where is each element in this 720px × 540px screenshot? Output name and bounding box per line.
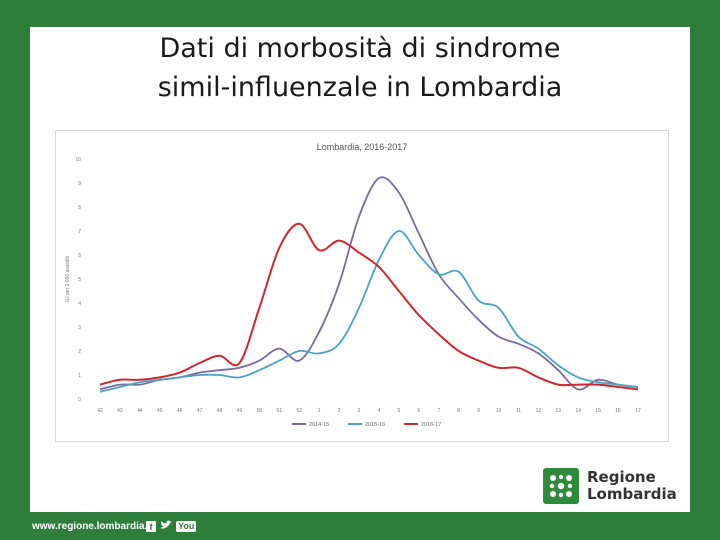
series-line-2014-15: [99, 176, 639, 391]
footer-bar: www.regione.lombardia.it f You: [0, 512, 720, 540]
youtube-icon[interactable]: You: [176, 520, 197, 532]
y-tick-label: 9: [78, 181, 81, 187]
x-tick-label: 45: [157, 408, 163, 414]
x-tick-label: 14: [575, 408, 581, 414]
x-tick-label: 51: [277, 408, 283, 414]
x-tick-label: 4: [378, 408, 381, 414]
x-tick-label: 16: [615, 408, 621, 414]
x-tick-label: 6: [417, 408, 420, 414]
x-tick-label: 12: [536, 408, 542, 414]
x-tick-label: 15: [595, 408, 601, 414]
y-tick-label: 7: [78, 229, 81, 235]
x-tick-label: 3: [358, 408, 361, 414]
x-tick-label: 1: [318, 408, 321, 414]
legend-label: 2014-15: [309, 422, 329, 428]
regione-lombardia-logo: Regione Lombardia: [543, 465, 678, 507]
twitter-icon[interactable]: [160, 520, 172, 532]
y-tick-label: 1: [78, 373, 81, 379]
chart-title: Lombardia, 2016-2017: [317, 142, 408, 152]
x-tick-label: 50: [257, 408, 263, 414]
y-axis-label: ILI per 1.000 assistiti: [65, 256, 71, 302]
legend-label: 2016-17: [421, 422, 441, 428]
y-tick-label: 4: [78, 301, 81, 307]
social-icons: f You: [146, 520, 197, 532]
y-tick-label: 3: [78, 325, 81, 331]
chart-container: Lombardia, 2016-2017 0 1 2 3 4 5 6 7 8 9 10 ILI per …: [55, 130, 669, 442]
y-tick-label: 0: [78, 397, 81, 403]
slide-title-line-2: simil-influenzale in Lombardia: [157, 72, 563, 103]
slide: Dati di morbosità di sindrome simil-infl…: [30, 27, 690, 512]
x-tick-label: 13: [556, 408, 562, 414]
rosa-camuna-icon: [543, 468, 579, 504]
footer-url-link[interactable]: www.regione.lombardia.it: [32, 521, 154, 532]
x-tick-label: 10: [496, 408, 502, 414]
x-tick-label: 49: [237, 408, 243, 414]
x-tick-label: 42: [97, 408, 103, 414]
logo-text: Regione Lombardia: [587, 469, 677, 503]
x-tick-label: 47: [197, 408, 203, 414]
y-tick-label: 10: [75, 157, 81, 163]
y-tick-label: 8: [78, 205, 81, 211]
logo-line-2: Lombardia: [587, 485, 677, 503]
slide-title: Dati di morbosità di sindrome simil-infl…: [30, 29, 690, 107]
x-tick-label: 46: [177, 408, 183, 414]
x-tick-label: 44: [137, 408, 143, 414]
legend-label: 2015-16: [365, 422, 385, 428]
x-tick-label: 11: [516, 408, 521, 414]
logo-line-1: Regione: [587, 468, 656, 486]
series-line-2015-16: [99, 230, 639, 393]
y-tick-label: 2: [78, 349, 81, 355]
x-tick-label: 7: [437, 408, 440, 414]
y-tick-label: 5: [78, 277, 81, 283]
x-tick-label: 8: [457, 408, 460, 414]
x-tick-label: 52: [296, 408, 302, 414]
x-tick-label: 2: [338, 408, 341, 414]
x-tick-label: 9: [477, 408, 480, 414]
y-tick-label: 6: [78, 253, 81, 259]
slide-title-line-1: Dati di morbosità di sindrome: [159, 33, 561, 64]
facebook-icon[interactable]: f: [146, 520, 156, 532]
x-tick-label: 5: [397, 408, 400, 414]
series-line-2016-17: [99, 222, 639, 391]
x-tick-label: 48: [217, 408, 223, 414]
x-tick-label: 43: [117, 408, 123, 414]
x-tick-label: 17: [635, 408, 641, 414]
